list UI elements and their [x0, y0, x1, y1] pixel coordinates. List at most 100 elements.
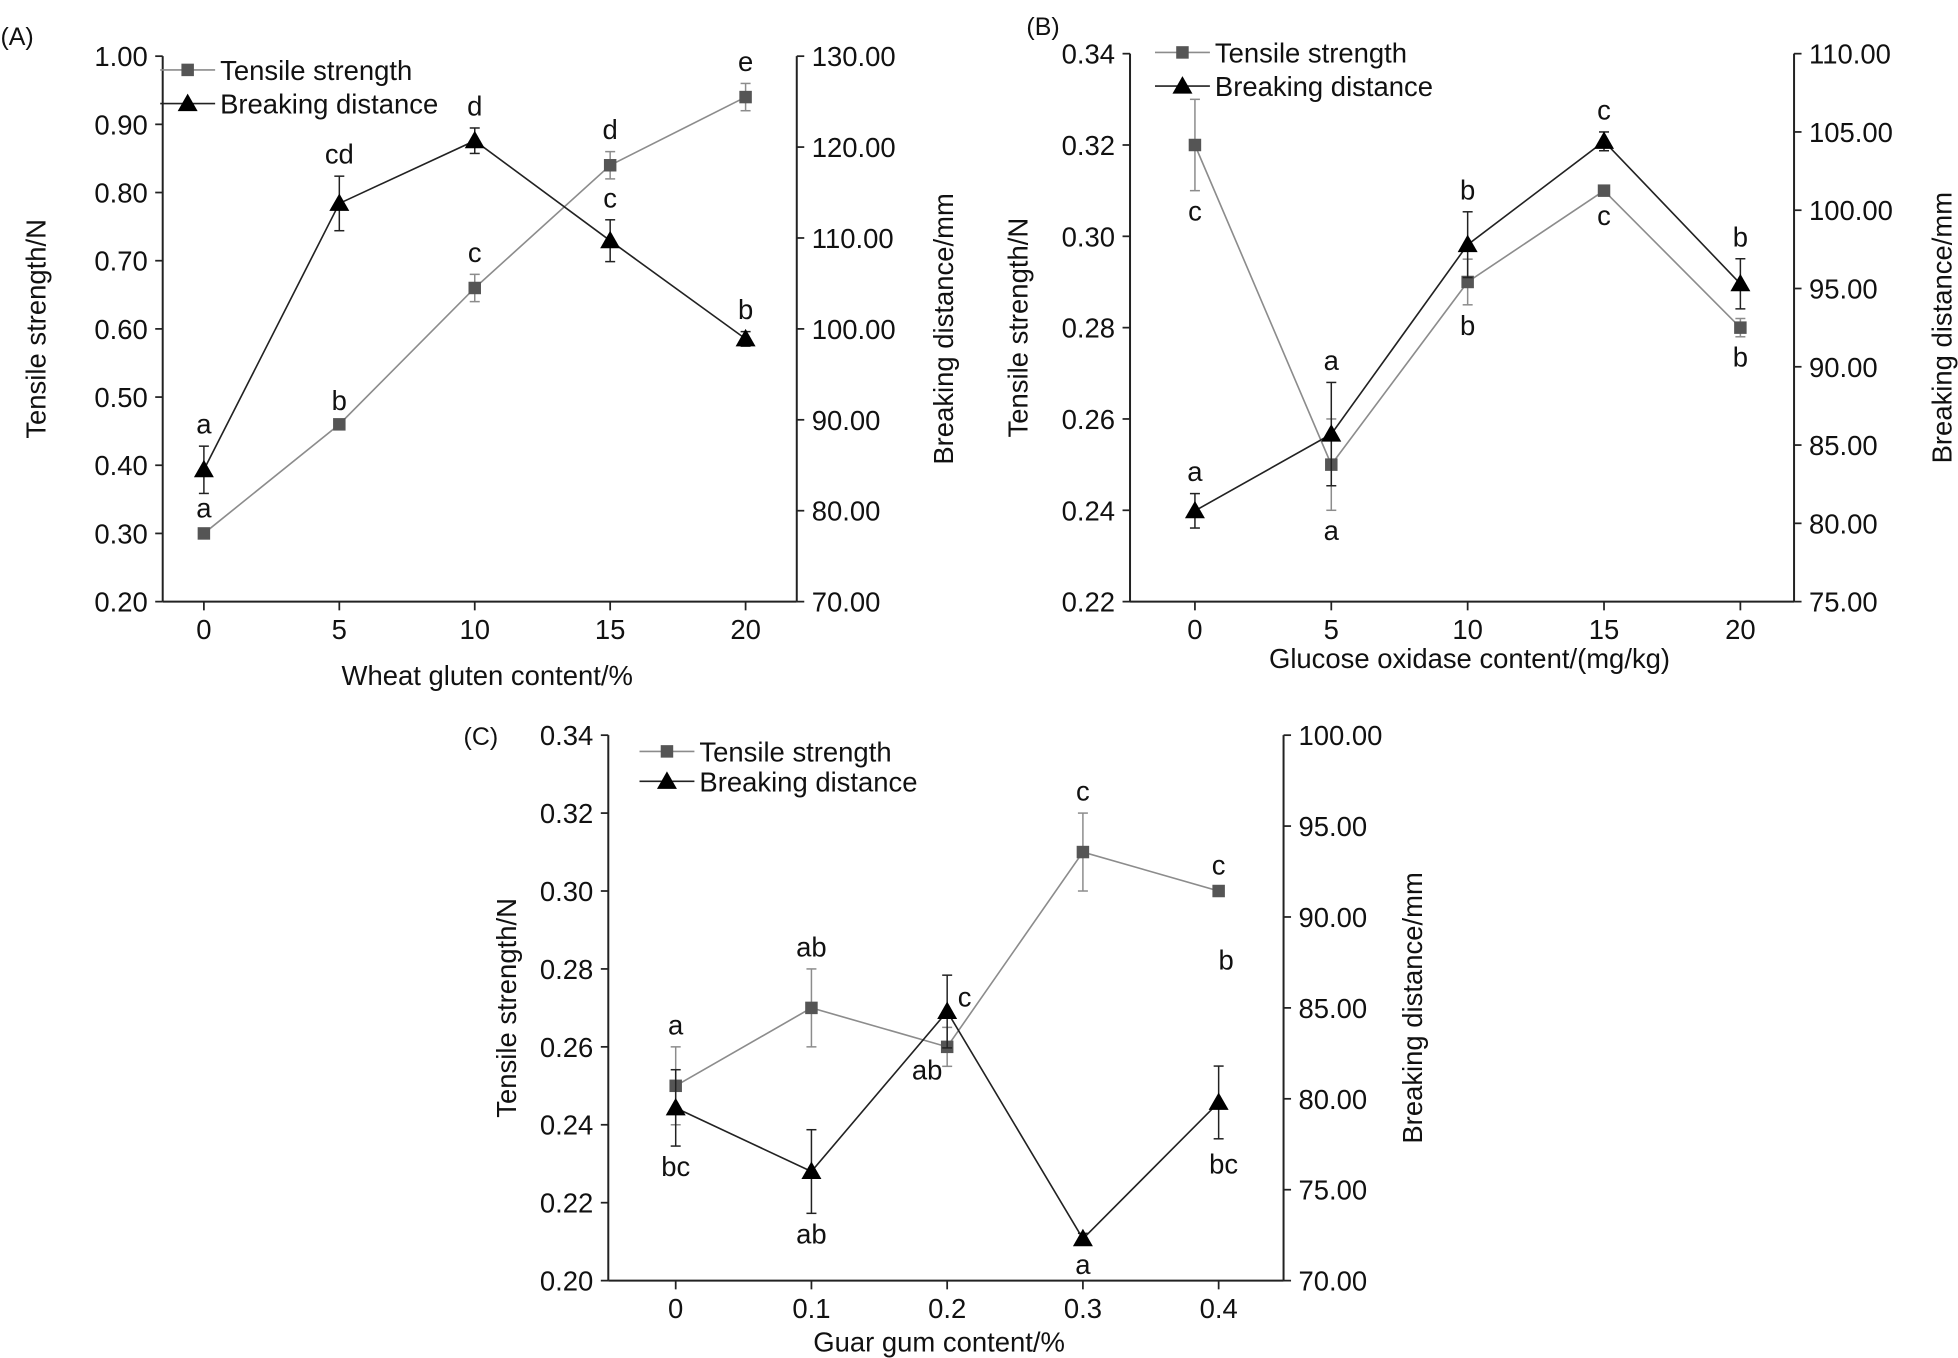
- triangle-marker: [1730, 273, 1751, 292]
- significance-label: b: [1460, 310, 1475, 341]
- y-tick-label: 0.20: [94, 587, 147, 618]
- triangle-marker: [1457, 234, 1478, 253]
- legend-item: Breaking distance: [639, 766, 918, 797]
- x-tick-label: 0.4: [1200, 1293, 1238, 1324]
- legend-label: Breaking distance: [699, 766, 917, 797]
- y2-tick-label: 100.00: [1299, 720, 1383, 751]
- x-tick-label: 10: [1452, 614, 1483, 645]
- significance-label: b: [1460, 174, 1475, 205]
- significance-label: e: [738, 46, 753, 77]
- y2-tick-label: 110.00: [1809, 39, 1891, 70]
- y2-tick-label: 70.00: [812, 587, 881, 618]
- triangle-marker: [329, 193, 350, 211]
- legend-triangle-marker: [656, 771, 677, 789]
- y-tick-label: 0.20: [540, 1266, 593, 1297]
- x-tick-label: 5: [1324, 614, 1339, 645]
- triangle-marker: [1321, 424, 1342, 442]
- legend-square-marker: [1176, 46, 1189, 59]
- triangle-marker: [665, 1097, 686, 1116]
- significance-label: c: [1212, 850, 1226, 881]
- significance-label: a: [1324, 515, 1340, 546]
- significance-label: bc: [1209, 1149, 1238, 1180]
- x-tick-label: 10: [459, 614, 490, 645]
- y2-tick-label: 70.00: [1299, 1266, 1368, 1297]
- y2-tick-label: 110.00: [812, 223, 894, 254]
- legend-triangle-marker: [1172, 76, 1193, 94]
- square-marker: [1076, 845, 1090, 859]
- triangle-marker: [600, 230, 621, 249]
- y2-tick-label: 90.00: [1809, 352, 1878, 383]
- square-marker: [739, 90, 752, 104]
- x-tick-label: 20: [730, 614, 761, 645]
- significance-label: c: [1188, 196, 1202, 227]
- panel-label: (A): [0, 23, 33, 51]
- y-tick-label: 0.34: [1062, 39, 1115, 70]
- legend-label: Tensile strength: [1215, 37, 1407, 68]
- y-axis-title: Tensile strength/N: [491, 898, 522, 1118]
- y2-axis-title: Breaking distance/mm: [1397, 872, 1428, 1143]
- significance-label: a: [196, 493, 212, 524]
- y-tick-label: 0.22: [540, 1188, 593, 1219]
- significance-label: b: [1219, 945, 1234, 976]
- x-tick-label: 0.3: [1064, 1293, 1102, 1324]
- y2-axis-title: Breaking distance/mm: [1926, 192, 1957, 463]
- x-tick-label: 15: [1589, 614, 1620, 645]
- series-breaking-distance: a a b c b: [1184, 94, 1751, 529]
- significance-label: d: [467, 91, 482, 122]
- significance-label: bc: [661, 1151, 690, 1182]
- square-marker: [1461, 275, 1474, 289]
- y-tick-label: 0.26: [1062, 404, 1115, 435]
- x-tick-label: 0: [196, 614, 211, 645]
- significance-label: ab: [912, 1054, 943, 1085]
- legend-item: Tensile strength: [1154, 37, 1407, 68]
- triangle-marker: [193, 459, 214, 478]
- x-axis-title: Guar gum content/%: [813, 1327, 1065, 1358]
- legend-item: Breaking distance: [1154, 71, 1433, 102]
- y2-tick-label: 85.00: [1299, 993, 1368, 1024]
- y-tick-label: 0.24: [1062, 495, 1115, 526]
- x-tick-label: 5: [332, 614, 347, 645]
- significance-label: a: [196, 409, 212, 440]
- square-marker: [333, 418, 346, 431]
- significance-label: c: [1597, 200, 1611, 231]
- significance-label: a: [1187, 456, 1203, 487]
- triangle-marker: [1594, 131, 1615, 149]
- y2-tick-label: 105.00: [1809, 117, 1893, 148]
- y2-tick-label: 90.00: [1299, 902, 1368, 933]
- legend-item: Breaking distance: [160, 89, 438, 120]
- y2-tick-label: 75.00: [1299, 1175, 1368, 1206]
- significance-label: c: [1076, 776, 1090, 807]
- y-tick-label: 0.26: [540, 1032, 593, 1063]
- y-axis-title: Tensile strength/N: [1003, 218, 1034, 438]
- y-tick-label: 0.28: [1062, 313, 1115, 344]
- y-tick-label: 0.30: [94, 518, 147, 549]
- y2-tick-label: 95.00: [1809, 273, 1878, 304]
- triangle-marker: [937, 1001, 958, 1020]
- x-axis-title: Glucose oxidase content/(mg/kg): [1269, 643, 1670, 674]
- y2-tick-label: 120.00: [812, 132, 896, 163]
- legend-label: Breaking distance: [220, 89, 438, 120]
- y-tick-label: 0.30: [1062, 221, 1115, 252]
- square-marker: [805, 1001, 818, 1015]
- significance-label: b: [1733, 342, 1748, 373]
- y2-tick-label: 75.00: [1809, 587, 1878, 618]
- y2-tick-label: 90.00: [812, 405, 881, 436]
- significance-label: cd: [325, 139, 354, 170]
- significance-label: c: [603, 182, 617, 213]
- significance-label: b: [738, 294, 753, 325]
- y-tick-label: 0.40: [94, 450, 147, 481]
- series-tensile-strength: a ab ab c c: [668, 776, 1226, 1126]
- x-tick-label: 0.2: [928, 1293, 966, 1324]
- chart-panel-c: 0.200.220.240.260.280.300.320.3470.0075.…: [464, 720, 1429, 1358]
- y-tick-label: 1.00: [94, 41, 147, 72]
- significance-label: a: [668, 1009, 684, 1040]
- y2-tick-label: 130.00: [812, 41, 896, 72]
- square-marker: [1597, 184, 1611, 197]
- x-tick-label: 20: [1725, 614, 1756, 645]
- x-tick-label: 0: [668, 1293, 683, 1324]
- square-marker: [1212, 884, 1225, 898]
- y-tick-label: 0.24: [540, 1110, 593, 1141]
- y-tick-label: 0.70: [94, 246, 147, 277]
- y-tick-label: 0.50: [94, 382, 147, 413]
